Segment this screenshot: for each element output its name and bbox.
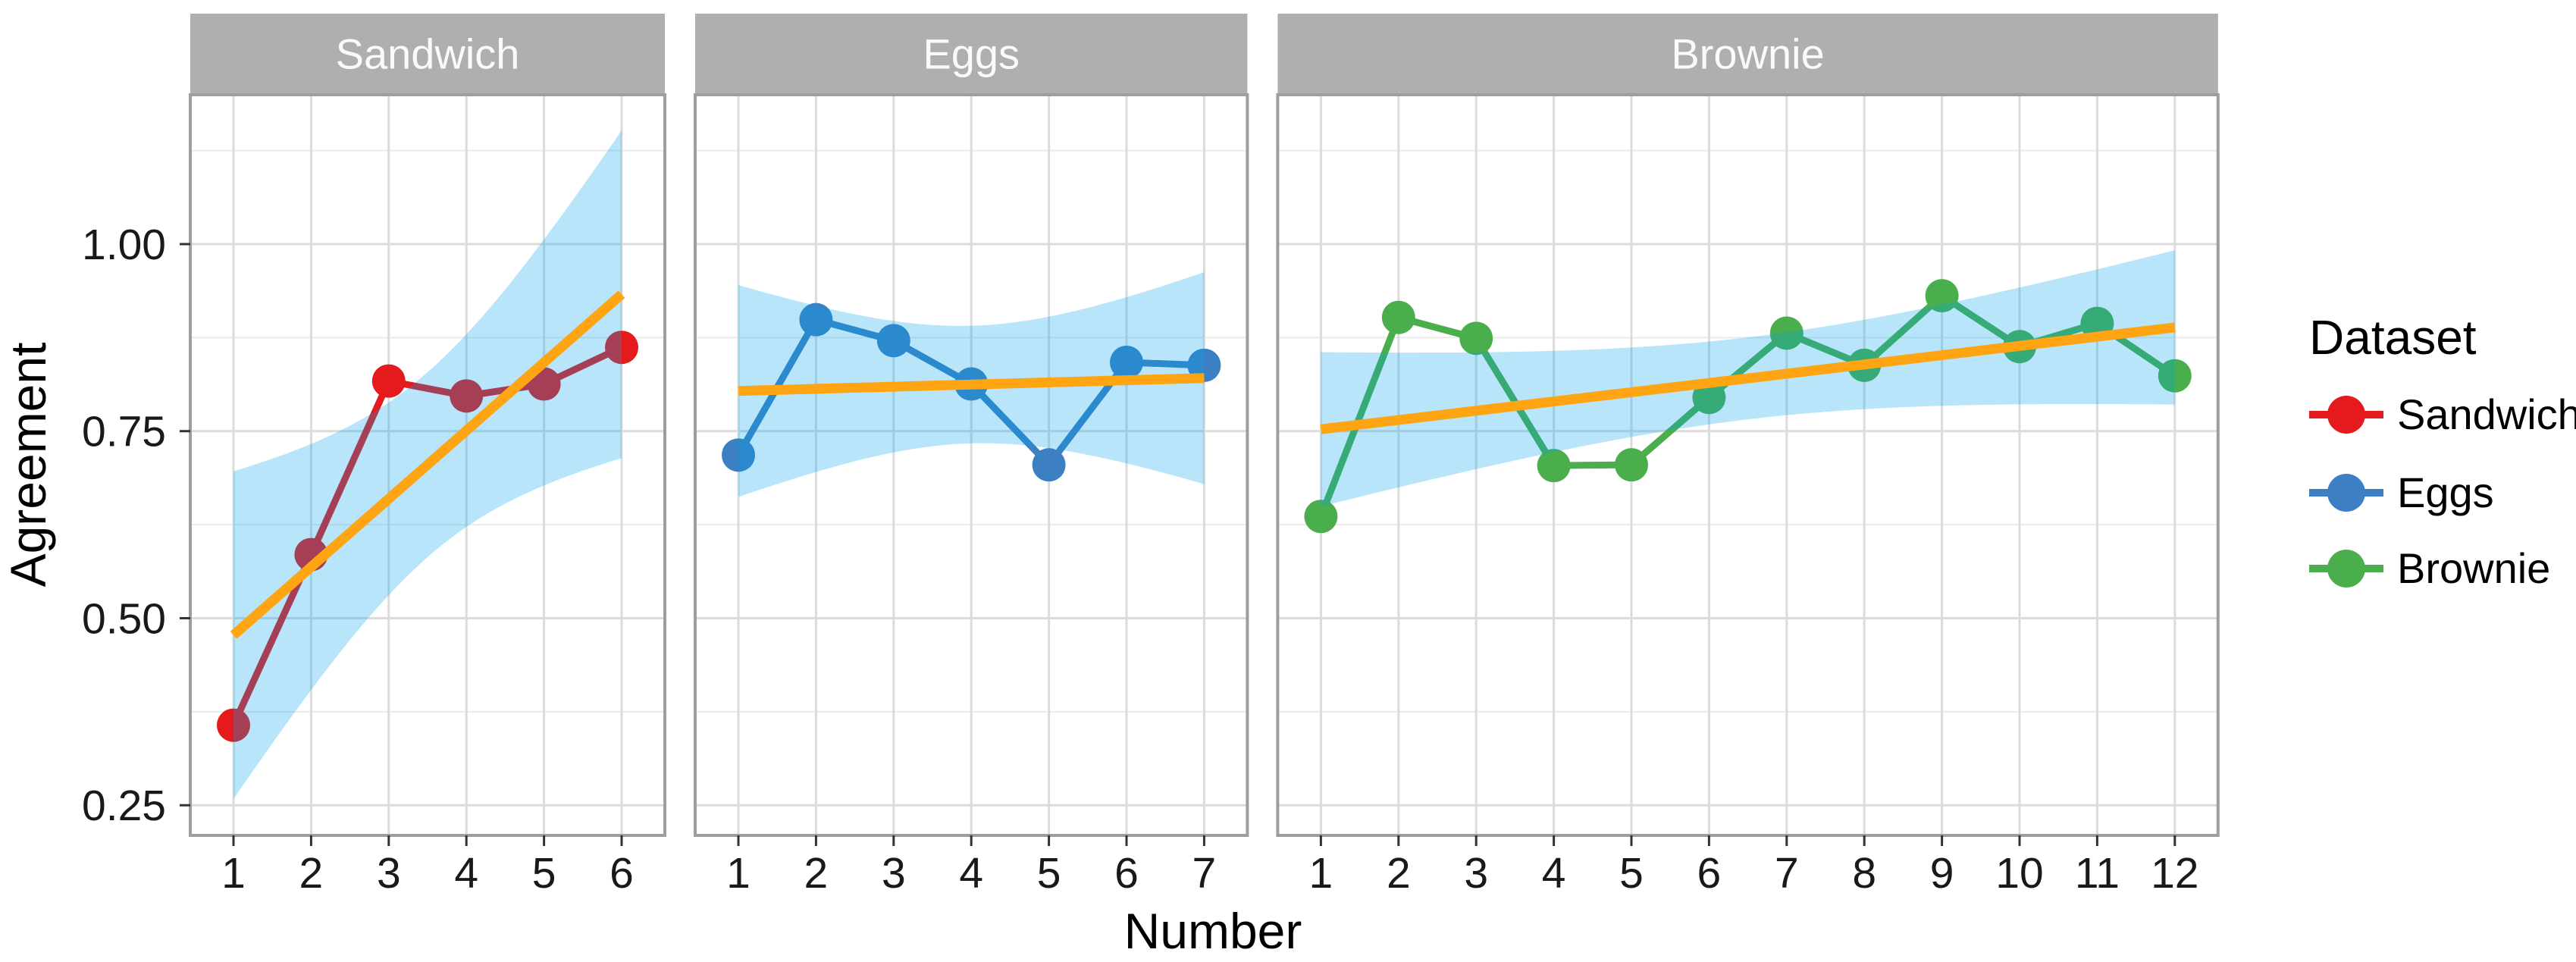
legend-entry-label: Brownie: [2397, 544, 2550, 592]
y-axis: 0.25 0.50 0.75 1.00: [82, 221, 190, 830]
data-point: [1381, 300, 1415, 334]
x-tick-label: 3: [882, 849, 906, 898]
x-tick-label: 10: [1995, 849, 2043, 898]
data-point: [722, 438, 755, 472]
trend-line: [738, 373, 1205, 396]
x-tick-label: 7: [1775, 849, 1799, 898]
facet-panel-sandwich: Sandwich 1 2 3 4 5 6: [189, 14, 666, 898]
facet-strip-label: Sandwich: [336, 30, 520, 78]
x-tick-label: 8: [1852, 849, 1876, 898]
data-point: [1769, 316, 1804, 350]
data-point: [1110, 345, 1143, 379]
data-point: [799, 302, 833, 337]
x-tick-label: 2: [804, 849, 829, 898]
x-tick-label: 5: [1037, 849, 1061, 898]
facet-strip-label: Brownie: [1671, 30, 1824, 78]
x-tick-label: 6: [1114, 849, 1139, 898]
legend-entry-eggs: Eggs: [2309, 468, 2494, 516]
data-point: [217, 708, 250, 742]
legend-key-point: [2327, 474, 2365, 512]
x-tick-label: 1: [726, 849, 751, 898]
x-tick-label: 2: [299, 849, 324, 898]
facet-panel-eggs: Eggs 1 2 3 4 5 6 7: [694, 14, 1249, 898]
legend-key-point: [2327, 550, 2365, 588]
x-tick-label: 11: [2075, 849, 2120, 898]
facet-strip: [1277, 14, 2218, 95]
y-tick-label: 0.25: [82, 782, 166, 830]
y-tick-label: 0.75: [82, 408, 166, 456]
x-tick-label: 5: [532, 849, 556, 898]
data-point: [450, 379, 484, 413]
x-tick-label: 4: [1542, 849, 1566, 898]
legend: Dataset Sandwich Eggs Brownie: [2309, 310, 2576, 592]
x-tick-label: 12: [2151, 849, 2198, 898]
legend-entry-sandwich: Sandwich: [2309, 390, 2576, 438]
legend-entry-brownie: Brownie: [2309, 544, 2550, 592]
x-axis-title: Number: [1124, 903, 1302, 959]
y-axis-title: Agreement: [0, 343, 56, 588]
x-tick-label: 1: [221, 849, 246, 898]
data-point: [876, 324, 910, 358]
trend-line: [1320, 322, 2176, 434]
facet-strip: [695, 14, 1248, 95]
x-tick-label: 1: [1309, 849, 1333, 898]
data-point: [1537, 449, 1571, 483]
data-point: [1692, 381, 1726, 415]
facet-strip-label: Eggs: [923, 30, 1020, 78]
facet-strip: [190, 14, 665, 95]
panel-border: [1276, 93, 2220, 837]
legend-title: Dataset: [2309, 310, 2477, 365]
data-point: [2158, 359, 2192, 393]
trend-line: [230, 290, 625, 639]
legend-entry-label: Eggs: [2397, 468, 2494, 516]
data-point: [605, 331, 638, 365]
data-point: [371, 364, 406, 398]
data-point: [1925, 279, 1959, 313]
legend-key-point: [2327, 396, 2365, 434]
panel-border: [189, 93, 666, 837]
data-point: [1304, 500, 1338, 534]
x-tick-label: 7: [1192, 849, 1217, 898]
x-tick-label: 6: [1697, 849, 1722, 898]
x-tick-label: 6: [610, 849, 634, 898]
x-tick-label: 3: [377, 849, 401, 898]
legend-entry-label: Sandwich: [2397, 390, 2576, 438]
x-tick-label: 5: [1619, 849, 1644, 898]
data-point: [1032, 448, 1066, 482]
x-tick-label: 4: [959, 849, 983, 898]
y-tick-label: 1.00: [82, 221, 166, 269]
x-tick-label: 2: [1387, 849, 1411, 898]
data-point: [1615, 448, 1648, 482]
data-point: [1459, 321, 1493, 356]
y-tick-label: 0.50: [82, 594, 166, 643]
x-tick-label: 4: [454, 849, 478, 898]
x-tick-label: 9: [1930, 849, 1954, 898]
x-tick-label: 3: [1464, 849, 1488, 898]
